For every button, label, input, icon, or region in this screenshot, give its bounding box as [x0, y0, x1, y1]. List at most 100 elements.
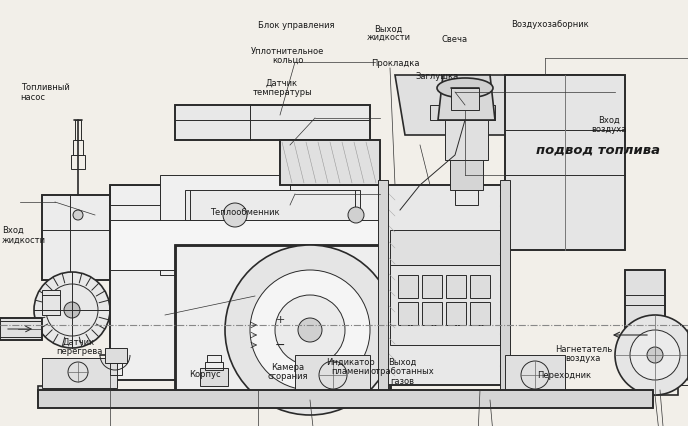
Bar: [625, 270, 665, 330]
Bar: [280, 140, 380, 185]
Text: кольцо: кольцо: [272, 56, 303, 65]
Bar: [175, 105, 370, 140]
Bar: [42, 358, 117, 388]
Circle shape: [73, 210, 83, 220]
Text: Вход: Вход: [598, 116, 620, 125]
Polygon shape: [438, 75, 495, 120]
Bar: [648, 385, 678, 395]
Text: температуры: температуры: [252, 88, 312, 97]
Text: Свеча: Свеча: [441, 35, 467, 44]
Bar: [110, 220, 380, 270]
Bar: [446, 302, 466, 325]
Circle shape: [630, 330, 680, 380]
Text: Индикатор: Индикатор: [327, 358, 375, 367]
Bar: [422, 302, 442, 325]
Bar: [75, 120, 81, 140]
Bar: [0, 318, 42, 340]
Bar: [505, 75, 625, 250]
Text: Вход: Вход: [2, 226, 24, 235]
Bar: [445, 120, 488, 160]
Text: перегрева: перегрева: [56, 347, 103, 356]
Bar: [38, 390, 653, 408]
Bar: [430, 105, 495, 120]
Text: Камера: Камера: [271, 363, 304, 372]
Circle shape: [64, 302, 80, 318]
Bar: [655, 355, 673, 385]
Bar: [160, 175, 290, 275]
Text: газов: газов: [391, 377, 414, 386]
Text: Выход: Выход: [388, 358, 417, 367]
Circle shape: [275, 295, 345, 365]
Bar: [295, 355, 370, 400]
Bar: [200, 368, 228, 386]
Bar: [110, 185, 160, 205]
Circle shape: [298, 318, 322, 342]
Bar: [38, 390, 653, 408]
Bar: [105, 348, 127, 363]
Text: насос: насос: [21, 93, 45, 102]
Text: Переходник: Переходник: [537, 371, 591, 380]
Text: Корпус: Корпус: [189, 370, 221, 379]
Bar: [42, 195, 110, 280]
Text: Выход: Выход: [374, 25, 403, 34]
Bar: [378, 180, 388, 390]
Bar: [450, 160, 483, 190]
Bar: [422, 275, 442, 298]
Text: Прокладка: Прокладка: [372, 59, 420, 68]
Bar: [207, 355, 221, 362]
Polygon shape: [395, 75, 620, 135]
Bar: [505, 75, 625, 250]
Text: жидкости: жидкости: [2, 236, 46, 245]
Text: Теплообменник: Теплообменник: [210, 208, 279, 217]
Text: воздуха: воздуха: [591, 125, 627, 134]
Bar: [205, 362, 223, 370]
Bar: [470, 275, 490, 298]
Bar: [280, 140, 380, 185]
Bar: [648, 320, 673, 370]
Bar: [390, 265, 500, 345]
Bar: [398, 275, 418, 298]
Bar: [185, 190, 360, 220]
Text: Датчик: Датчик: [63, 337, 95, 346]
Text: +: +: [275, 315, 285, 325]
Text: Уплотнительное: Уплотнительное: [251, 47, 324, 56]
Bar: [42, 290, 60, 315]
Bar: [0, 318, 42, 340]
Text: Заглушка: Заглушка: [416, 72, 458, 81]
Text: Блок управления: Блок управления: [257, 21, 334, 30]
Text: жидкости: жидкости: [367, 33, 411, 42]
Bar: [110, 185, 380, 380]
Text: пламени: пламени: [332, 367, 370, 376]
Text: Датчик: Датчик: [266, 79, 298, 88]
Circle shape: [225, 245, 395, 415]
Bar: [625, 270, 665, 330]
Text: подвод топлива: подвод топлива: [537, 144, 660, 157]
Circle shape: [66, 362, 86, 382]
Bar: [455, 190, 478, 205]
Circle shape: [223, 203, 247, 227]
Bar: [42, 358, 110, 386]
Text: Топливный: Топливный: [21, 83, 69, 92]
Circle shape: [348, 207, 364, 223]
Bar: [73, 140, 83, 155]
Bar: [175, 245, 390, 400]
Circle shape: [34, 272, 110, 348]
Bar: [451, 88, 479, 110]
Bar: [71, 155, 85, 169]
Circle shape: [647, 347, 663, 363]
Text: −: −: [275, 339, 286, 351]
Ellipse shape: [437, 78, 493, 98]
Text: отработанных: отработанных: [371, 367, 434, 376]
Bar: [110, 185, 380, 380]
Bar: [110, 363, 122, 375]
Text: сгорания: сгорания: [268, 372, 308, 381]
Bar: [38, 386, 114, 398]
Bar: [470, 302, 490, 325]
Bar: [446, 275, 466, 298]
Bar: [500, 180, 510, 390]
Text: воздуха: воздуха: [566, 354, 601, 363]
Bar: [175, 245, 390, 400]
Text: Нагнетатель: Нагнетатель: [555, 345, 612, 354]
Bar: [505, 355, 565, 400]
Bar: [175, 105, 370, 140]
